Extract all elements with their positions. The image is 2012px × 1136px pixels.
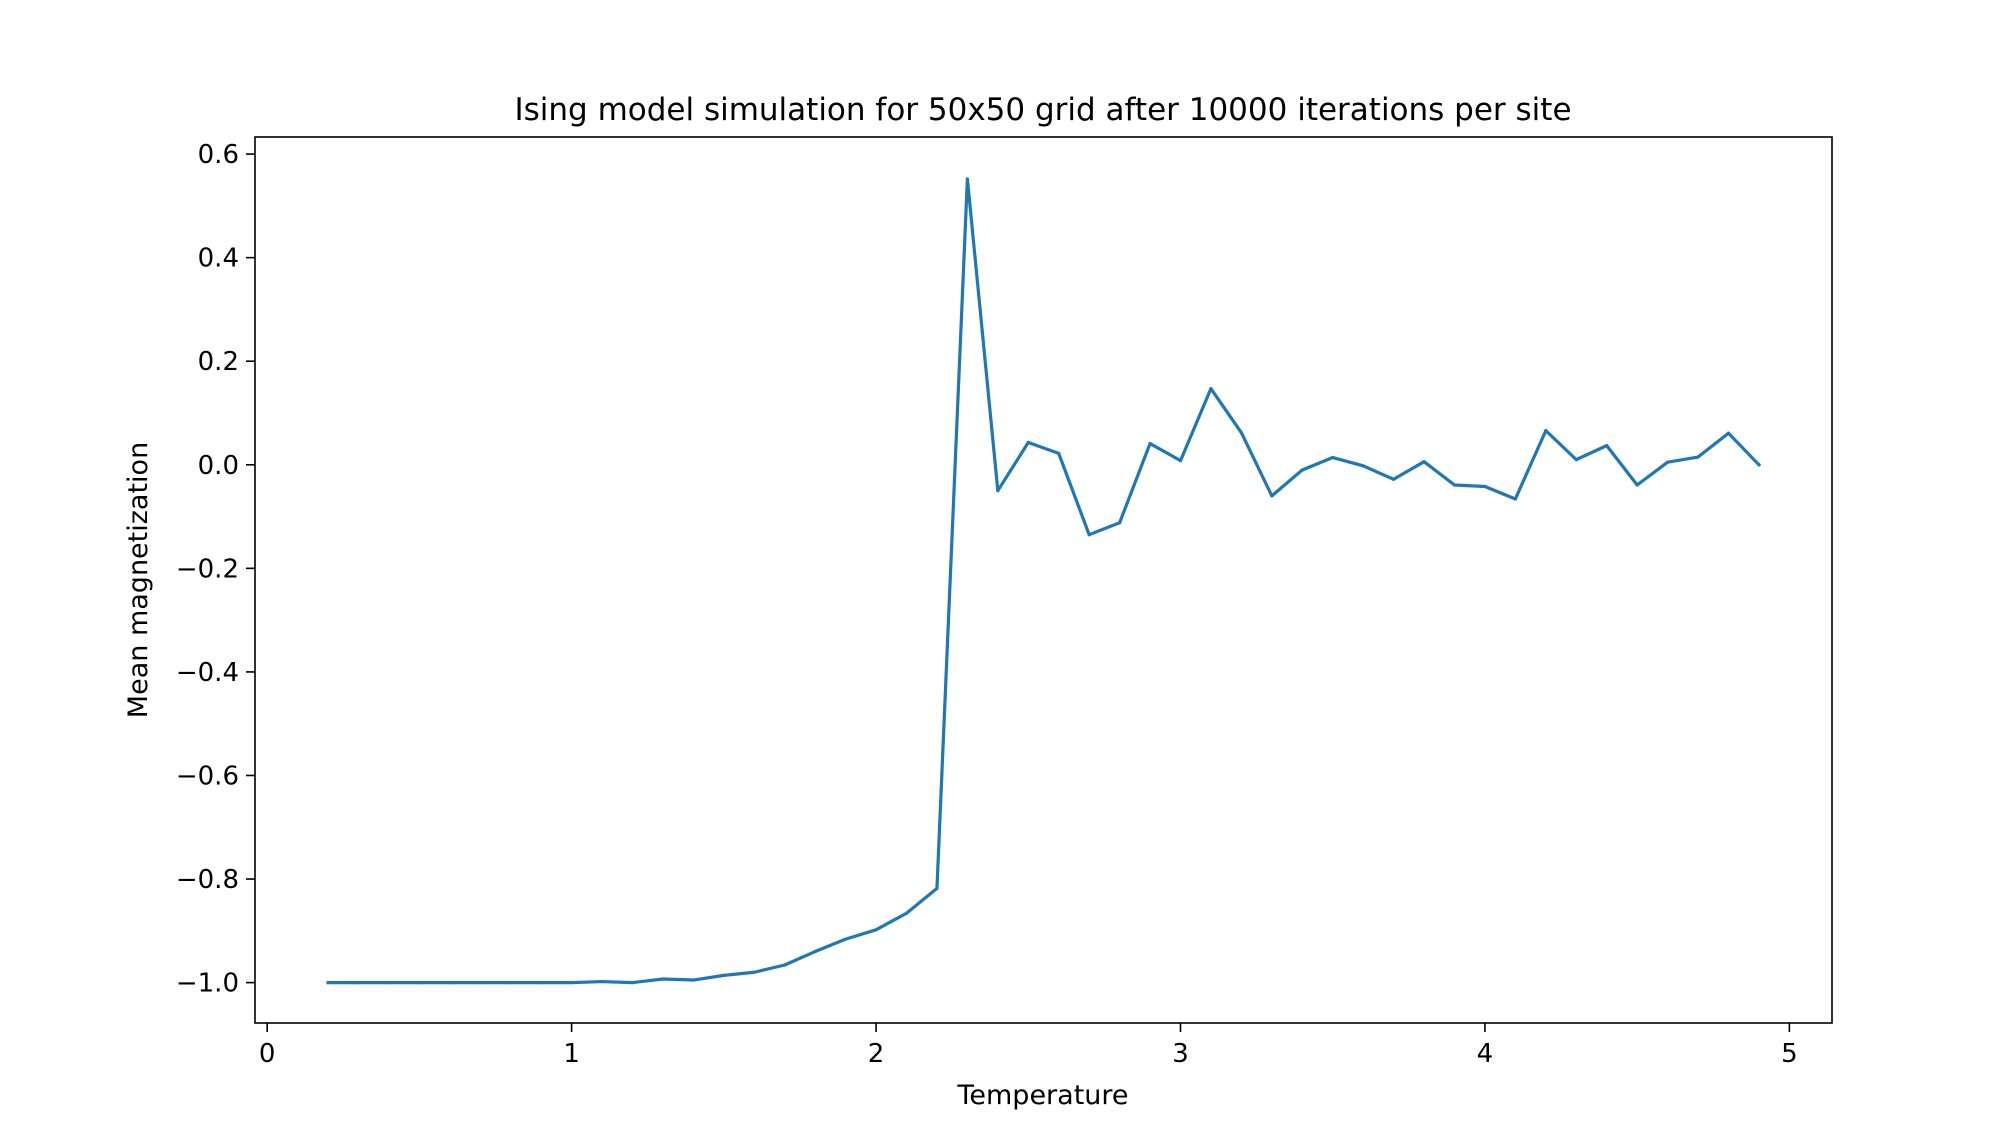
data-point: [1057, 451, 1061, 455]
y-tick-label: −0.4: [176, 658, 239, 688]
data-point: [417, 981, 421, 985]
x-tick-label: 0: [259, 1039, 276, 1069]
y-tick-label: 0.0: [198, 451, 239, 481]
data-point: [844, 937, 848, 941]
data-point: [813, 949, 817, 954]
data-point: [478, 981, 482, 985]
data-point: [661, 977, 665, 981]
data-point: [1178, 459, 1183, 463]
data-point: [1452, 483, 1457, 487]
y-axis-label: Mean magnetization: [123, 442, 154, 718]
data-point: [509, 981, 513, 985]
data-point: [874, 928, 878, 932]
data-point: [996, 489, 1000, 493]
y-tick-label: −0.8: [176, 865, 239, 895]
data-point: [1422, 460, 1426, 464]
data-point: [1331, 455, 1335, 460]
data-point: [1696, 455, 1700, 459]
data-point: [935, 886, 939, 890]
data-point: [539, 981, 543, 985]
data-point: [1635, 483, 1639, 487]
x-tick-label: 3: [1172, 1039, 1189, 1069]
x-tick-label: 1: [563, 1039, 580, 1069]
plot-area-frame: [254, 136, 1833, 1024]
data-point: [1392, 477, 1396, 481]
data-point: [1300, 468, 1304, 472]
x-tick-label: 2: [868, 1039, 885, 1069]
data-point: [1574, 458, 1578, 462]
data-point: [904, 911, 909, 915]
data-point: [1361, 464, 1365, 468]
data-point: [630, 981, 635, 985]
y-tick-label: −0.6: [176, 761, 239, 791]
y-tick-label: −1.0: [176, 969, 239, 999]
x-axis-ticks: 0 1 2 3 4 5: [259, 1023, 1798, 1069]
y-axis-ticks: −1.0 −0.8 −0.6 −0.4 −0.2 0.0 0.2 0.4 0.6: [176, 140, 255, 999]
data-point: [752, 970, 756, 974]
data-point: [1513, 497, 1517, 501]
x-tick-label: 4: [1477, 1039, 1494, 1069]
data-point: [722, 973, 726, 977]
data-point: [387, 981, 391, 985]
data-point: [1666, 460, 1670, 464]
y-tick-label: 0.6: [198, 140, 239, 170]
data-point: [356, 981, 361, 985]
data-point: [1087, 533, 1091, 537]
data-point: [600, 979, 604, 984]
data-point: [1483, 484, 1487, 489]
data-point: [1239, 431, 1243, 435]
data-point: [570, 981, 574, 985]
x-tick-label: 5: [1781, 1039, 1798, 1069]
data-point: [1605, 444, 1609, 448]
data-point: [965, 177, 969, 181]
data-point: [1148, 441, 1152, 446]
data-point: [1757, 463, 1761, 467]
chart-title: Ising model simulation for 50x50 grid af…: [514, 92, 1571, 128]
y-tick-label: −0.2: [176, 554, 239, 584]
x-axis-label: Temperature: [956, 1080, 1128, 1111]
data-point: [326, 981, 330, 985]
data-point: [1209, 387, 1213, 391]
data-layer: [326, 177, 1762, 985]
y-tick-label: 0.2: [198, 347, 239, 377]
data-point: [448, 981, 452, 985]
data-point: [1726, 431, 1731, 435]
magnetization-line: [326, 177, 1762, 985]
data-point: [691, 978, 695, 982]
data-point: [1270, 494, 1274, 498]
data-point: [783, 963, 787, 967]
data-point: [1118, 521, 1122, 525]
y-tick-label: 0.4: [198, 244, 239, 274]
data-point: [1544, 429, 1548, 433]
data-point: [1026, 440, 1030, 445]
